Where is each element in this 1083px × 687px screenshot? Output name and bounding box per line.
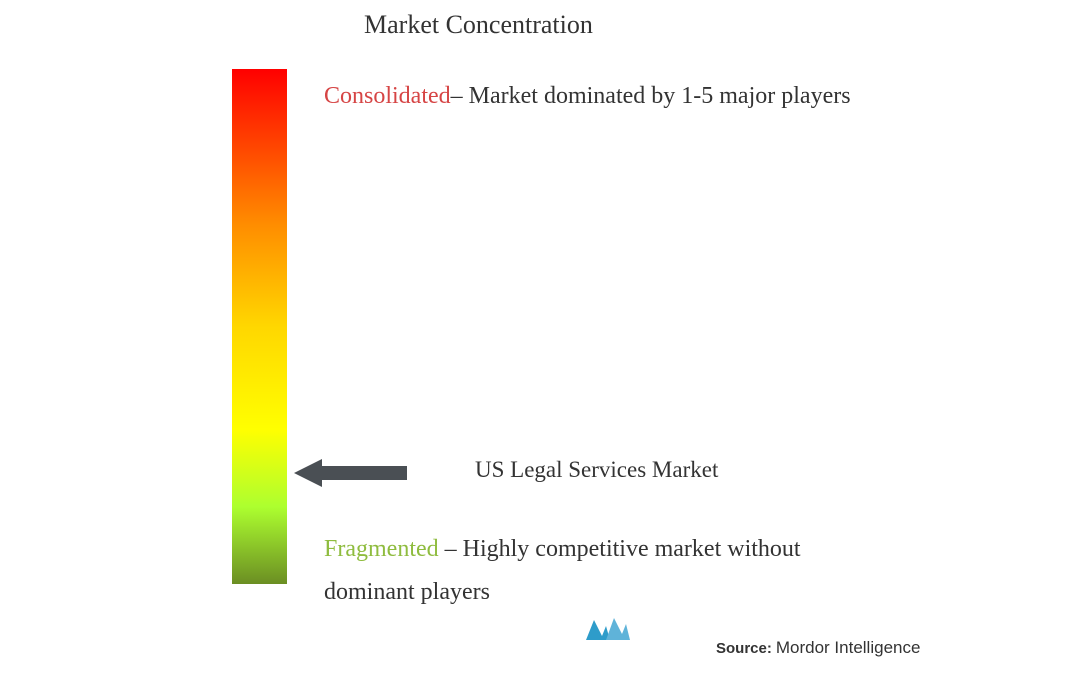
- source-value: Mordor Intelligence: [776, 638, 921, 658]
- consolidated-label-block: Consolidated– Market dominated by 1-5 ma…: [324, 75, 854, 118]
- market-position-arrow-icon: [294, 459, 407, 487]
- mordor-logo-icon: [584, 614, 632, 642]
- logo-svg-icon: [584, 614, 632, 642]
- fragmented-label-block: Fragmented – Highly competitive market w…: [324, 528, 854, 614]
- concentration-gradient-bar: [232, 69, 287, 584]
- consolidated-highlight: Consolidated: [324, 83, 451, 109]
- chart-title: Market Concentration: [364, 10, 593, 40]
- fragmented-highlight: Fragmented: [324, 536, 439, 562]
- source-label: Source:: [716, 640, 772, 657]
- arrow-left-icon: [294, 459, 407, 487]
- market-position-label: US Legal Services Market: [475, 457, 718, 483]
- consolidated-description: – Market dominated by 1-5 major players: [451, 83, 851, 109]
- source-line: Source: Mordor Intelligence: [716, 638, 920, 658]
